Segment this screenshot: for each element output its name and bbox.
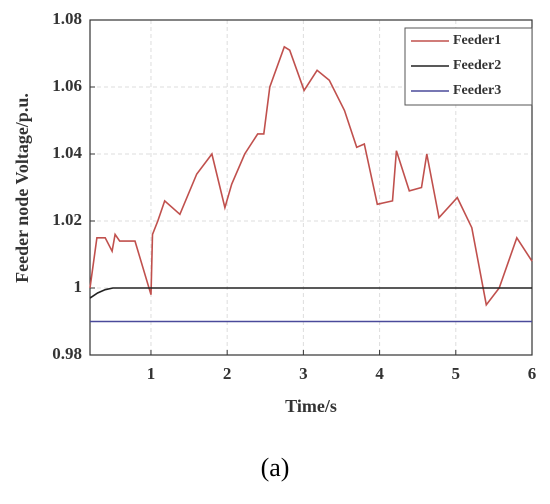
x-axis-title: Time/s xyxy=(285,396,337,416)
legend-label: Feeder1 xyxy=(453,33,501,48)
y-tick-label: 1 xyxy=(74,277,83,296)
plot-frame xyxy=(89,19,533,356)
x-tick-label: 4 xyxy=(375,364,384,383)
y-tick-label: 1.02 xyxy=(52,210,82,229)
line-series xyxy=(89,45,533,307)
y-tick-label: 0.98 xyxy=(52,344,82,363)
y-tick-label: 1.06 xyxy=(52,76,82,95)
y-tick-label: 1.08 xyxy=(52,9,82,28)
x-tick-label: 6 xyxy=(528,364,537,383)
x-tick-label: 1 xyxy=(147,364,156,383)
caption: (a) xyxy=(261,453,290,482)
legend-label: Feeder3 xyxy=(453,83,501,98)
y-tick-label: 1.04 xyxy=(52,143,82,162)
line-series xyxy=(89,287,532,299)
x-tick-label: 2 xyxy=(223,364,232,383)
x-tick-label: 5 xyxy=(452,364,461,383)
legend-label: Feeder2 xyxy=(453,58,501,73)
x-tick-label: 3 xyxy=(299,364,308,383)
y-axis-title: Feeder node Voltage/p.u. xyxy=(12,93,32,283)
